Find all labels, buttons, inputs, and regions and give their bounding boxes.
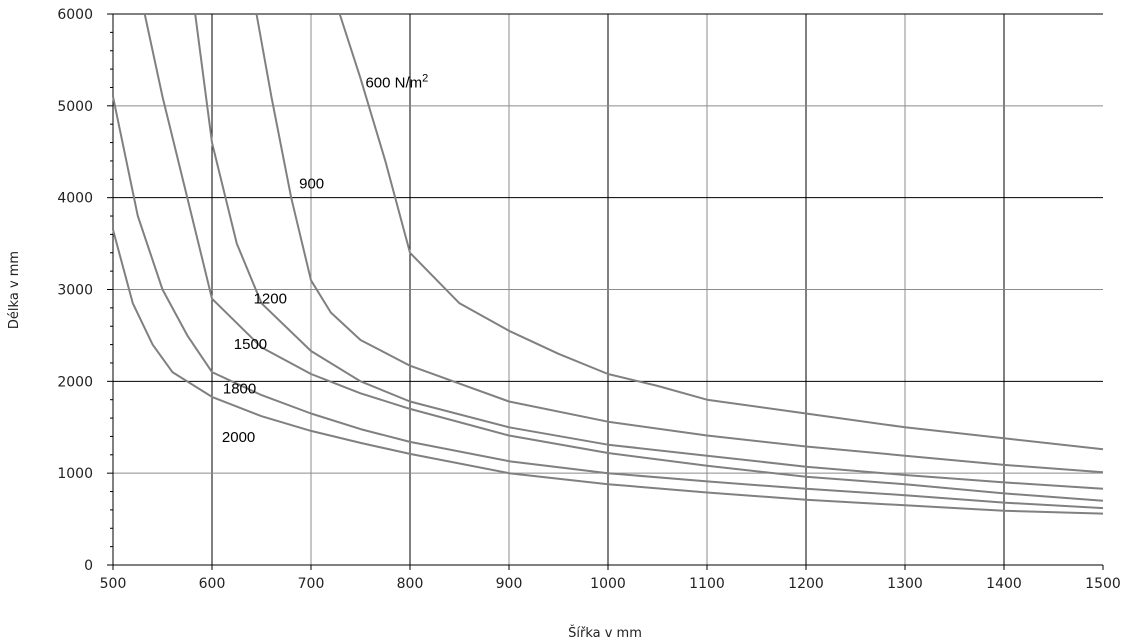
y-tick-label: 1000	[57, 466, 93, 482]
curve-label-2000: 2000	[222, 429, 255, 446]
x-tick-label: 900	[496, 576, 523, 592]
curve-label-superscript: 2	[422, 72, 428, 84]
x-tick-label: 700	[298, 576, 325, 592]
series-lines	[112, 13, 1104, 515]
x-tick-label: 1100	[689, 576, 725, 592]
y-tick-label: 2000	[57, 374, 93, 390]
axes: 500 600 700 800 900 1000 1100 1200 1300 1400 1500 0…	[57, 7, 1120, 592]
x-tick-label: 1400	[986, 576, 1022, 592]
x-tick-label: 1500	[1085, 576, 1121, 592]
x-axis-title: Šířka v mm	[568, 625, 642, 641]
curve-label-900: 900	[299, 175, 324, 192]
y-tick-label: 4000	[57, 191, 93, 207]
x-tick-label: 600	[199, 576, 226, 592]
curve-label-1200: 1200	[254, 290, 287, 307]
x-tick-label: 1000	[590, 576, 626, 592]
y-tick-label: 6000	[57, 7, 93, 23]
series-line-900	[255, 13, 1104, 474]
series-line-1800	[112, 96, 1104, 510]
y-axis-title: Délka v mm	[7, 251, 22, 329]
series-line-2000	[112, 229, 1104, 515]
x-tick-label: 800	[397, 576, 424, 592]
y-tick-label: 3000	[57, 283, 93, 299]
series-line-1200	[194, 13, 1104, 490]
y-tick-label: 0	[84, 558, 93, 574]
series-line-600	[338, 13, 1104, 451]
series-line-1500	[143, 13, 1104, 502]
curve-label-600: 600 N/m2	[365, 72, 428, 91]
x-tick-label: 1300	[887, 576, 923, 592]
y-tick-label: 5000	[57, 99, 93, 115]
curve-labels: 600 N/m2 900 1200 1500 1800 2000	[222, 72, 428, 445]
x-tick-label: 1200	[788, 576, 824, 592]
x-tick-label: 500	[100, 576, 127, 592]
curve-label-1500: 1500	[234, 336, 267, 353]
curve-label-1800: 1800	[223, 380, 256, 397]
gridlines	[113, 13, 1103, 565]
